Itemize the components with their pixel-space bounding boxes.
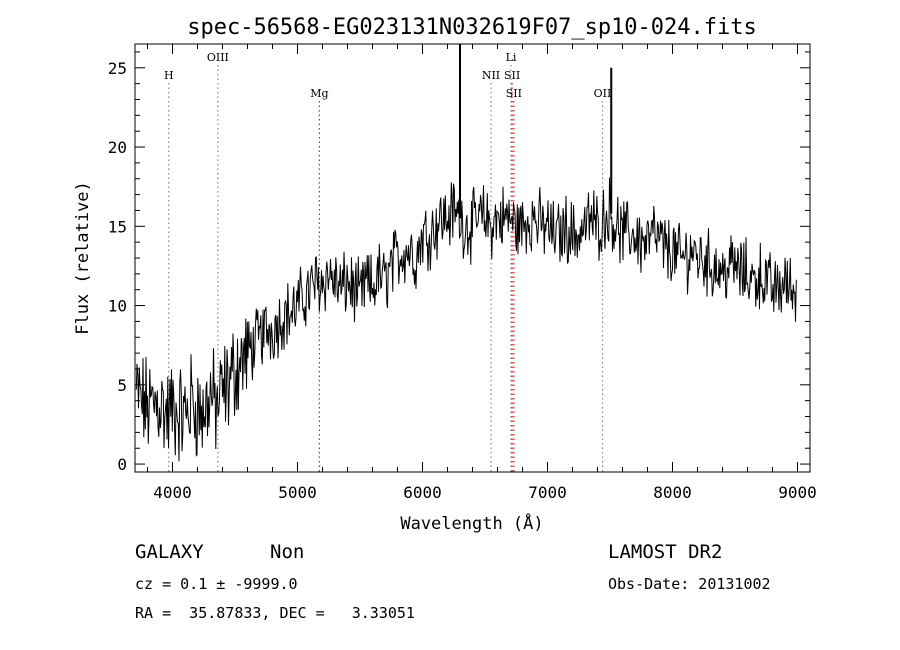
y-axis-label: Flux (relative) <box>73 181 93 335</box>
y-tick-label-4: 20 <box>108 138 127 157</box>
line-label-4: SII <box>504 69 520 82</box>
y-tick-label-3: 15 <box>108 217 127 236</box>
redshift-text: cz = 0.1 ± -9999.0 <box>135 575 298 593</box>
y-axis-ticks: 0 5 10 15 20 25 <box>108 51 810 474</box>
x-tick-label-0: 4000 <box>153 483 192 502</box>
object-class: GALAXY <box>135 541 204 563</box>
x-axis-label: Wavelength (Å) <box>400 512 543 534</box>
chart-title: spec-56568-EG023131N032619F07_sp10-024.f… <box>187 15 757 40</box>
y-tick-label-2: 10 <box>108 297 127 316</box>
object-subclass: Non <box>270 541 305 563</box>
spectrum-line <box>135 177 797 462</box>
emission-line-markers: OIII Li H NII SII Mg SII OII <box>164 51 611 472</box>
obs-date-text: Obs-Date: 20131002 <box>608 575 771 593</box>
spectrum-series <box>135 44 797 462</box>
line-label-6: SII <box>506 87 522 100</box>
y-tick-label-0: 0 <box>117 455 127 474</box>
survey-name: LAMOST DR2 <box>608 541 723 563</box>
line-label-1: Li <box>506 51 517 64</box>
x-tick-label-5: 9000 <box>778 483 817 502</box>
line-label-2: H <box>164 69 174 82</box>
x-tick-label-3: 7000 <box>528 483 567 502</box>
x-tick-label-4: 8000 <box>653 483 692 502</box>
line-label-0: OIII <box>207 51 229 64</box>
line-label-7: OII <box>594 87 612 100</box>
line-label-3: NII <box>482 69 500 82</box>
y-tick-label-5: 25 <box>108 59 127 78</box>
ra-dec-text: RA = 35.87833, DEC = 3.33051 <box>135 604 415 622</box>
x-tick-label-2: 6000 <box>403 483 442 502</box>
y-tick-label-1: 5 <box>117 376 127 395</box>
x-tick-label-1: 5000 <box>278 483 317 502</box>
line-label-5: Mg <box>310 87 328 100</box>
x-axis-ticks: 4000 5000 6000 7000 8000 9000 <box>147 44 817 502</box>
